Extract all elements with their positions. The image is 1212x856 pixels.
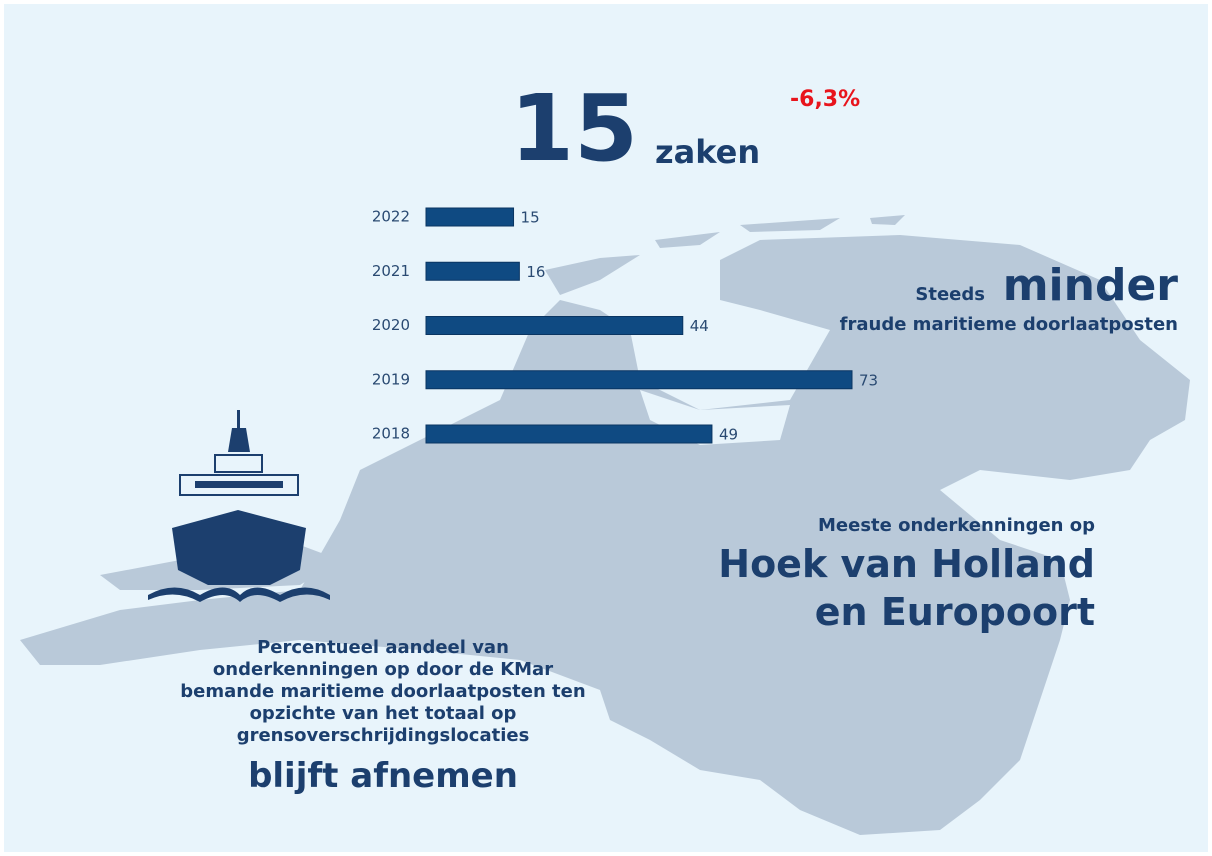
headline-change: -6,3%	[790, 87, 860, 112]
ship-icon	[148, 410, 330, 602]
bar	[425, 316, 684, 335]
category-label: 2019	[372, 370, 410, 388]
category-label: 2018	[372, 425, 410, 443]
category-label: 2021	[372, 262, 410, 280]
left-bottom-line: Percentueel aandeel van	[257, 637, 509, 658]
left-bottom-line: opzichte van het totaal op	[250, 703, 517, 724]
left-bottom-line: bemande maritieme doorlaatposten ten	[180, 681, 585, 702]
bar	[425, 424, 713, 444]
right-top-emphasis: minder	[1003, 260, 1179, 311]
left-bottom-line: grensoverschrijdingslocaties	[237, 725, 530, 746]
headline-unit: zaken	[655, 133, 760, 171]
value-label: 73	[859, 371, 878, 389]
bar	[425, 207, 515, 227]
category-label: 2020	[372, 316, 410, 334]
bar	[425, 370, 853, 390]
headline-number: 15	[510, 75, 638, 182]
value-label: 16	[526, 263, 545, 281]
category-label: 2022	[372, 208, 410, 226]
value-label: 49	[719, 426, 738, 444]
right-top-line: fraude maritieme doorlaatposten	[840, 314, 1178, 335]
value-label: 44	[690, 317, 709, 335]
value-label: 15	[521, 209, 540, 227]
bar	[425, 261, 520, 281]
right-bottom-line: en Europoort	[815, 590, 1095, 634]
right-top-prefix: Steeds	[915, 284, 985, 305]
left-bottom-line: onderkenningen op door de KMar	[213, 659, 553, 680]
left-bottom-emphasis: blijft afnemen	[248, 756, 518, 796]
right-bottom-intro: Meeste onderkenningen op	[818, 515, 1095, 536]
right-bottom-line: Hoek van Holland	[718, 542, 1095, 586]
